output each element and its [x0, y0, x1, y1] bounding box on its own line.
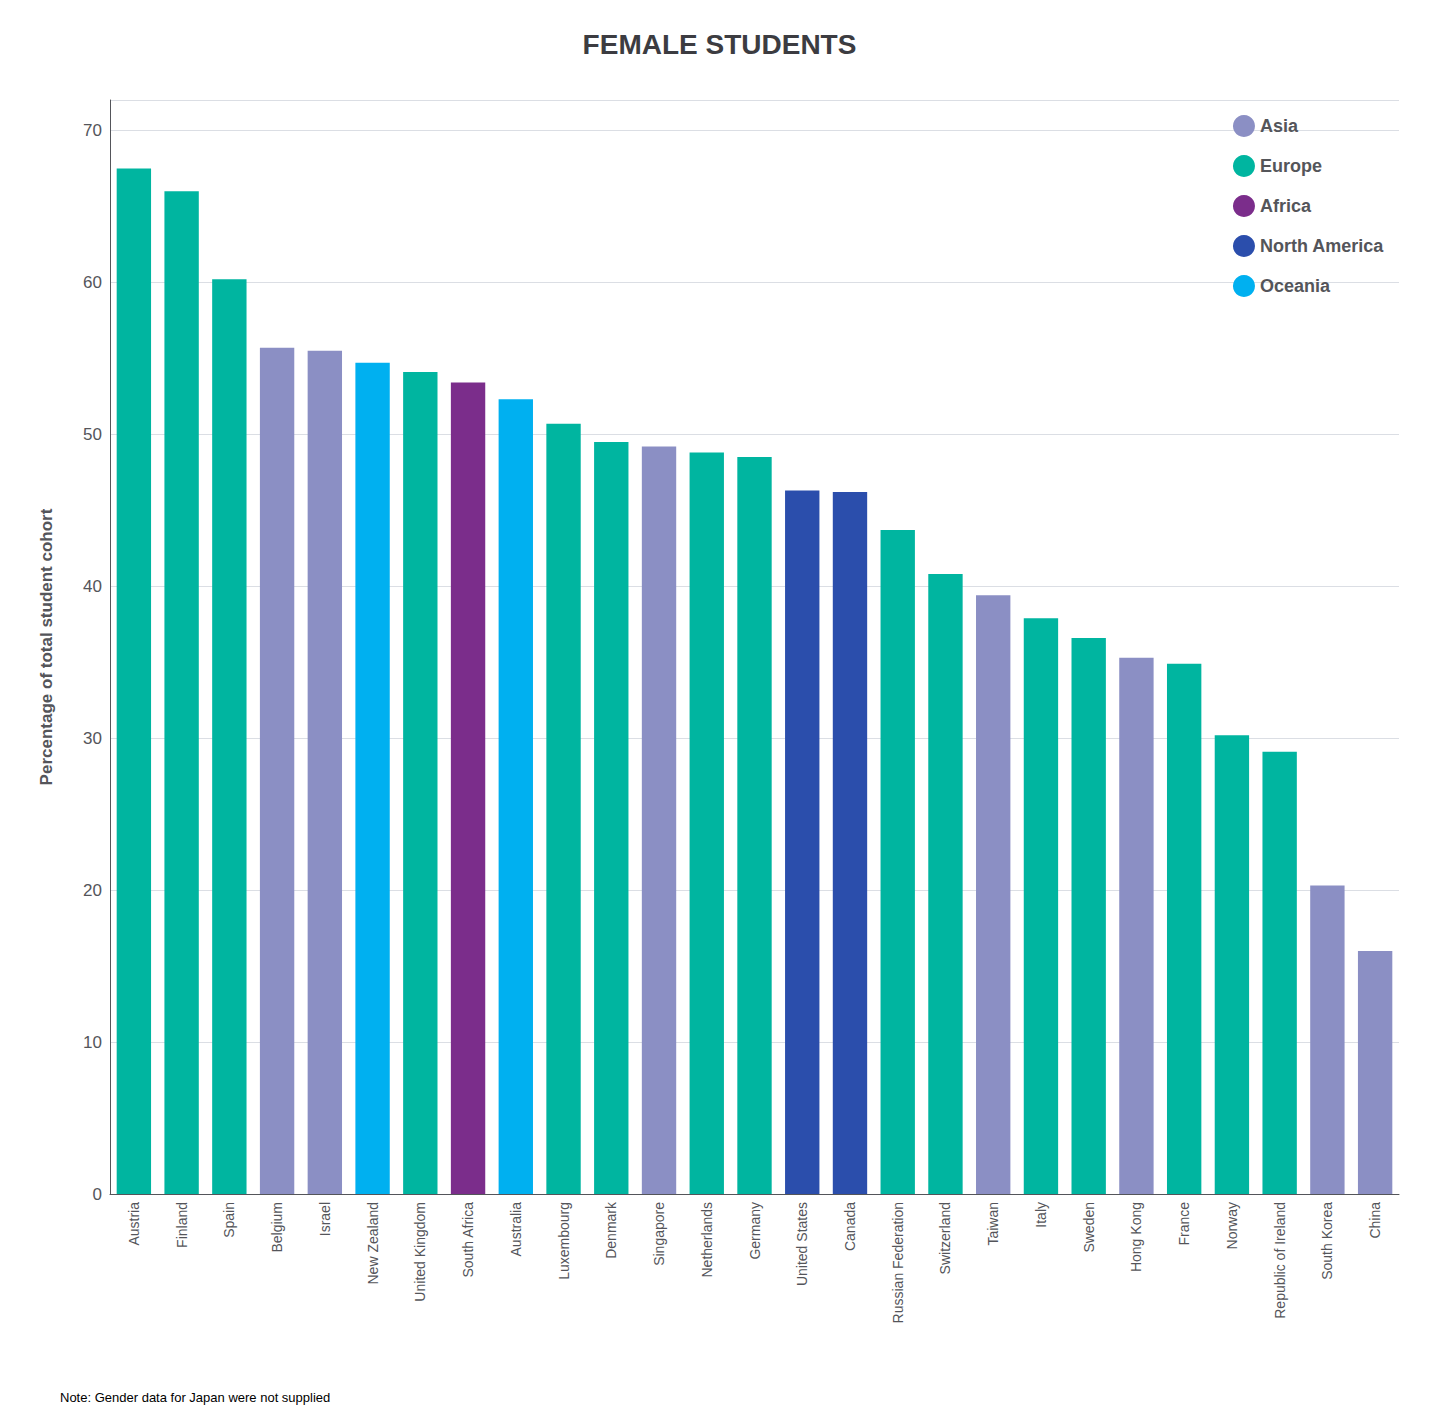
svg-text:20: 20: [83, 881, 102, 900]
svg-text:Taiwan: Taiwan: [985, 1202, 1001, 1246]
svg-text:30: 30: [83, 729, 102, 748]
svg-text:40: 40: [83, 577, 102, 596]
svg-text:France: France: [1176, 1202, 1192, 1246]
svg-text:Italy: Italy: [1033, 1202, 1049, 1228]
svg-text:South Africa: South Africa: [460, 1202, 476, 1278]
svg-text:Luxembourg: Luxembourg: [556, 1202, 572, 1280]
svg-text:New Zealand: New Zealand: [365, 1202, 381, 1285]
svg-text:South Korea: South Korea: [1319, 1202, 1335, 1280]
svg-text:Note: Gender data for Japan we: Note: Gender data for Japan were not sup…: [60, 1390, 330, 1405]
svg-text:Singapore: Singapore: [651, 1202, 667, 1266]
svg-text:Oceania: Oceania: [1260, 276, 1331, 296]
svg-text:United States: United States: [794, 1202, 810, 1286]
svg-text:Belgium: Belgium: [269, 1202, 285, 1253]
svg-text:Asia: Asia: [1260, 116, 1299, 136]
svg-text:70: 70: [83, 121, 102, 140]
svg-text:Germany: Germany: [747, 1202, 763, 1260]
svg-text:Netherlands: Netherlands: [699, 1202, 715, 1278]
svg-text:Republic of Ireland: Republic of Ireland: [1272, 1202, 1288, 1319]
svg-text:Europe: Europe: [1260, 156, 1322, 176]
svg-text:FEMALE STUDENTS: FEMALE STUDENTS: [583, 29, 857, 60]
svg-text:Hong Kong: Hong Kong: [1128, 1202, 1144, 1272]
svg-text:Spain: Spain: [221, 1202, 237, 1238]
svg-text:Sweden: Sweden: [1081, 1202, 1097, 1253]
svg-text:Israel: Israel: [317, 1202, 333, 1236]
svg-text:Australia: Australia: [508, 1202, 524, 1257]
svg-text:North America: North America: [1260, 236, 1384, 256]
svg-text:United Kingdom: United Kingdom: [412, 1202, 428, 1302]
svg-text:Norway: Norway: [1224, 1202, 1240, 1249]
svg-text:China: China: [1367, 1202, 1383, 1239]
svg-text:Austria: Austria: [126, 1202, 142, 1246]
svg-text:Finland: Finland: [174, 1202, 190, 1248]
svg-text:Russian Federation: Russian Federation: [890, 1202, 906, 1323]
svg-text:Canada: Canada: [842, 1202, 858, 1251]
svg-text:Denmark: Denmark: [603, 1201, 619, 1259]
svg-text:60: 60: [83, 273, 102, 292]
svg-text:Africa: Africa: [1260, 196, 1312, 216]
svg-text:50: 50: [83, 425, 102, 444]
svg-text:10: 10: [83, 1033, 102, 1052]
svg-text:0: 0: [93, 1185, 102, 1204]
svg-text:Percentage of total student co: Percentage of total student cohort: [37, 508, 56, 785]
svg-text:Switzerland: Switzerland: [937, 1202, 953, 1274]
